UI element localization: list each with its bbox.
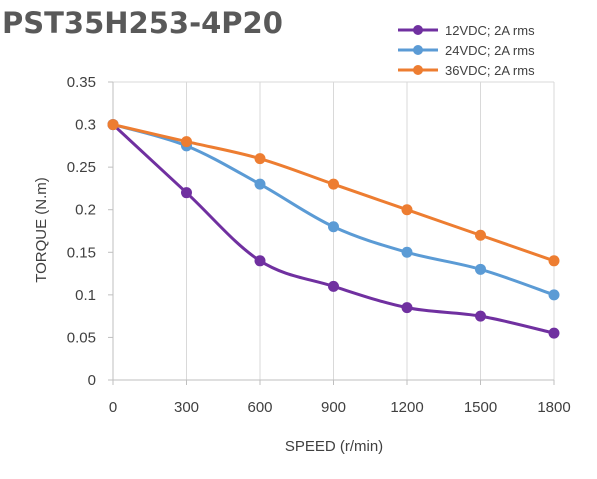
y-tick-label: 0.25 xyxy=(67,159,96,176)
data-point xyxy=(548,327,560,339)
y-axis-ticks: 0 0.05 0.1 0.15 0.2 0.25 0.3 0.35 xyxy=(67,74,113,389)
data-point xyxy=(328,178,339,190)
data-point xyxy=(475,229,486,241)
data-point xyxy=(107,119,119,131)
x-tick-label: 1800 xyxy=(537,399,570,416)
y-tick-label: 0.35 xyxy=(67,74,96,91)
legend-marker xyxy=(413,45,423,55)
data-point xyxy=(328,221,339,233)
y-tick-label: 0.1 xyxy=(75,287,96,304)
data-point xyxy=(401,246,413,258)
y-tick-label: 0.2 xyxy=(75,202,96,219)
legend-label: 24VDC; 2A rms xyxy=(445,43,535,58)
data-point xyxy=(401,204,413,216)
x-tick-label: 0 xyxy=(109,399,117,416)
data-point xyxy=(254,178,266,190)
x-tick-label: 1200 xyxy=(390,399,423,416)
data-point xyxy=(548,289,560,301)
y-tick-label: 0.05 xyxy=(67,329,96,346)
legend: 12VDC; 2A rms 24VDC; 2A rms 36VDC; 2A rms xyxy=(398,23,535,78)
data-point xyxy=(475,263,486,275)
data-point xyxy=(328,280,339,292)
data-series xyxy=(107,119,560,339)
legend-label: 12VDC; 2A rms xyxy=(445,23,535,38)
y-tick-label: 0.15 xyxy=(67,244,96,261)
y-tick-label: 0.3 xyxy=(75,117,96,134)
data-point xyxy=(254,153,266,165)
y-tick-label: 0 xyxy=(88,372,96,389)
data-point xyxy=(548,255,560,267)
y-axis-label: TORQUE (N.m) xyxy=(33,177,50,283)
data-point xyxy=(475,310,486,322)
data-point xyxy=(181,187,192,199)
x-axis-ticks: 0 300 600 900 1200 1500 1800 xyxy=(109,380,571,416)
data-point xyxy=(181,136,192,148)
series-3 xyxy=(107,119,560,267)
x-tick-label: 600 xyxy=(247,399,272,416)
x-axis-label: SPEED (r/min) xyxy=(285,438,383,455)
chart-title: PST35H253-4P20 xyxy=(2,6,283,40)
x-tick-label: 1500 xyxy=(464,399,497,416)
x-tick-label: 900 xyxy=(321,399,346,416)
legend-marker xyxy=(413,25,423,35)
data-point xyxy=(401,302,413,314)
x-tick-label: 300 xyxy=(174,399,199,416)
legend-marker xyxy=(413,65,423,75)
legend-label: 36VDC; 2A rms xyxy=(445,63,535,78)
data-point xyxy=(254,255,266,267)
